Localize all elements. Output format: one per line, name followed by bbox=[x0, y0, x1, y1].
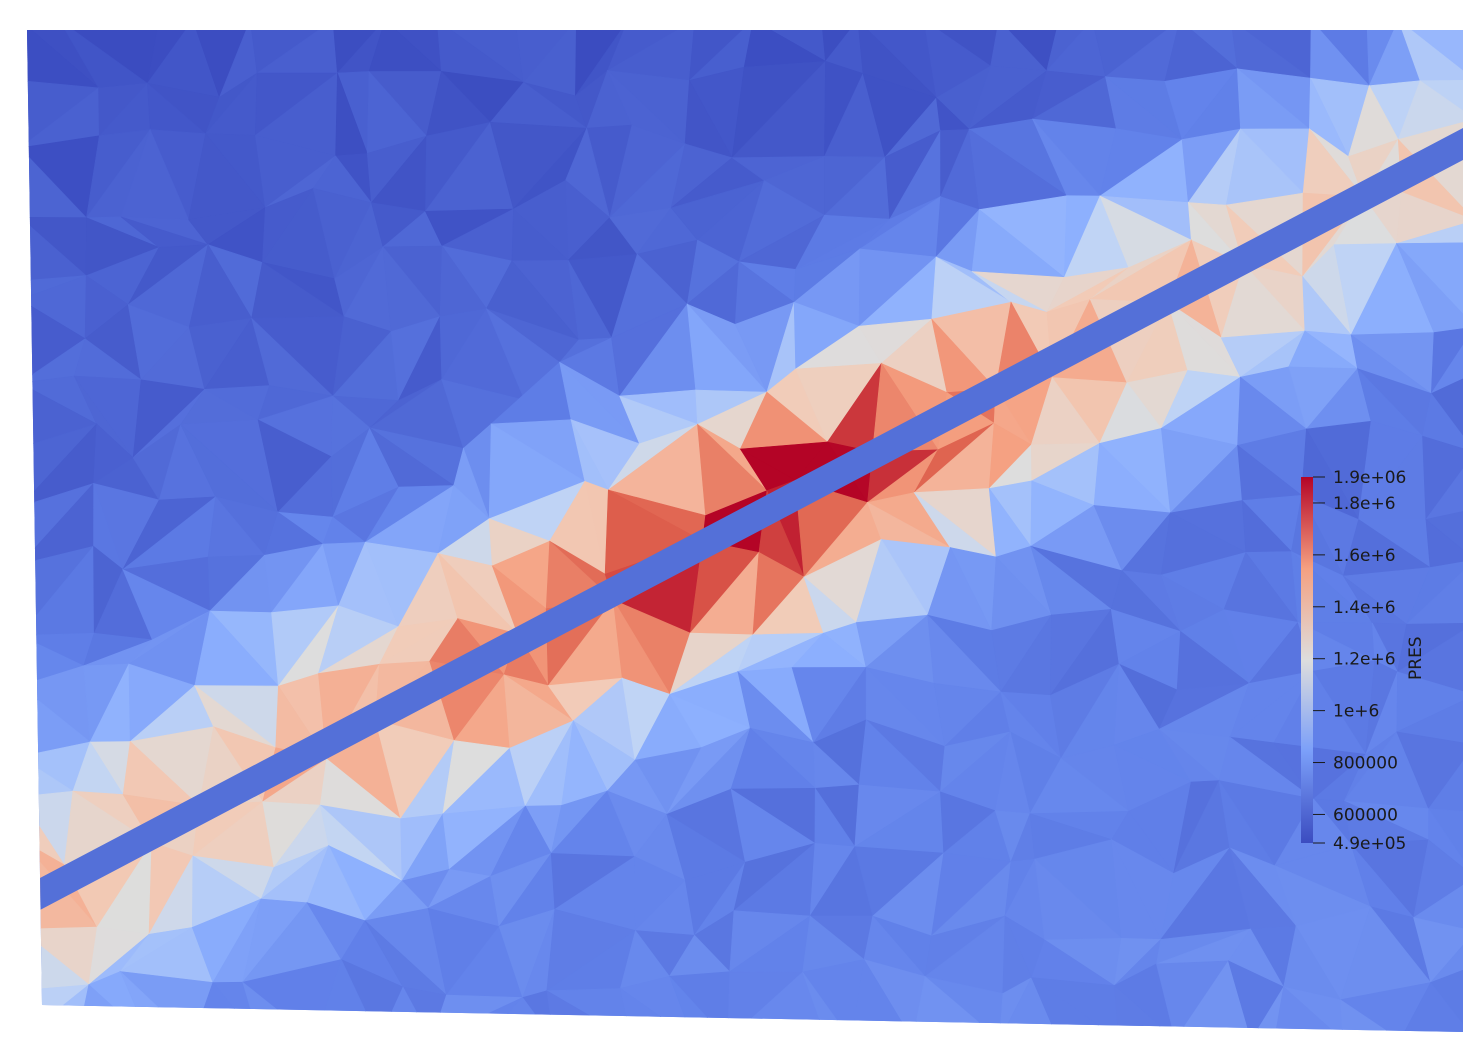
mesh-cell bbox=[669, 976, 729, 1032]
fracture-band bbox=[40, 128, 1463, 910]
mesh-cell bbox=[402, 986, 447, 1032]
legend-tick-label: 1e+6 bbox=[1333, 702, 1379, 722]
mesh-cell bbox=[1274, 986, 1344, 1032]
legend-tick-label: 800000 bbox=[1333, 754, 1398, 774]
legend-tick-label: 1.4e+6 bbox=[1333, 598, 1396, 618]
mesh-cell bbox=[120, 971, 194, 1032]
mesh-cell bbox=[430, 994, 523, 1032]
legend-min-label: 4.9e+05 bbox=[1333, 834, 1406, 854]
legend-tick-label: 1.6e+6 bbox=[1333, 546, 1396, 566]
legend-tick-label: 600000 bbox=[1333, 805, 1398, 825]
color-legend-ticks: 1.9e+06 600000 800000 1e+6 1.2e+6 1.4e+6 1.6e+… bbox=[1313, 468, 1406, 854]
mesh-cell bbox=[1340, 999, 1402, 1032]
mesh-cells bbox=[27, 30, 1463, 1032]
color-legend-title: PRES bbox=[1406, 636, 1426, 680]
mesh-cell bbox=[1399, 981, 1463, 1032]
mesh-cell bbox=[850, 958, 914, 1032]
color-legend: 1.9e+06 600000 800000 1e+6 1.2e+6 1.4e+6 1.6e+… bbox=[1301, 468, 1426, 854]
legend-tick-label: 1.8e+6 bbox=[1333, 494, 1396, 514]
color-legend-bar bbox=[1301, 477, 1313, 843]
legend-tick-label: 1.2e+6 bbox=[1333, 650, 1396, 670]
legend-max-label: 1.9e+06 bbox=[1333, 468, 1406, 488]
